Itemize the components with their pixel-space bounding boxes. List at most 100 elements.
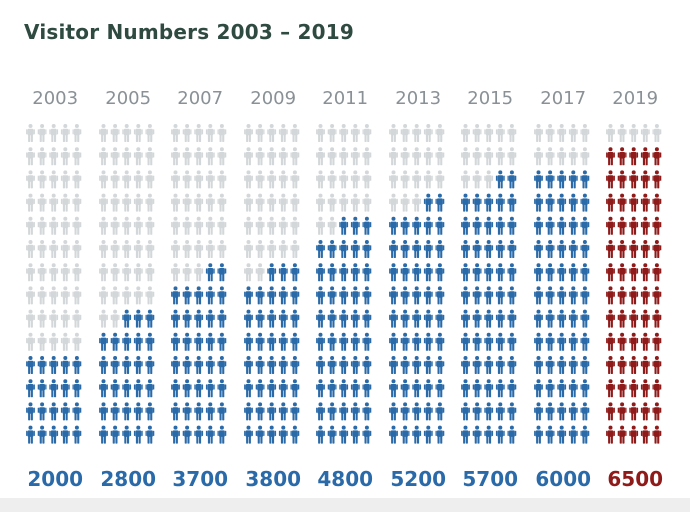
person-icon-2005-2 [122,124,132,142]
person-icon-2019-64 [652,402,662,421]
person-icon-2019-2 [629,124,639,142]
person-icon-2011-24 [362,216,372,235]
person-icon-2005-61 [110,402,120,421]
person-icon-2003-14 [72,170,82,189]
person-icon-2019-67 [629,425,639,444]
person-icon-2003-68 [60,425,70,444]
person-icon-2005-25 [99,240,108,258]
person-icon-2005-44 [145,309,155,328]
person-icon-2005-26 [110,240,120,258]
person-icon-2017-45 [534,332,543,351]
person-icon-2013-61 [400,402,410,421]
person-icon-2003-26 [37,240,47,258]
person-icon-2015-48 [495,332,505,351]
person-icon-2019-50 [606,356,615,374]
person-icon-2009-33 [278,263,288,282]
person-icon-2019-46 [617,332,627,351]
person-icon-2017-56 [545,379,555,398]
person-icon-2019-68 [640,425,650,444]
person-icon-2005-30 [99,263,108,282]
person-icon-2015-65 [461,425,470,444]
person-icon-2011-56 [327,379,337,398]
person-icon-2009-44 [290,309,300,328]
person-icon-2017-4 [580,124,590,142]
person-icon-2015-57 [484,379,494,398]
person-icon-2017-68 [568,425,578,444]
person-icon-2009-23 [278,216,288,235]
person-icon-2003-31 [37,263,47,282]
person-icon-2009-34 [290,263,300,282]
person-icon-2019-26 [617,240,627,258]
person-icon-2009-25 [244,240,253,258]
person-icon-2019-27 [629,240,639,258]
person-icon-2005-29 [145,240,155,258]
person-icon-2007-36 [182,286,192,305]
value-label-2015: 5700 [462,467,518,491]
person-icon-2015-6 [472,147,482,166]
person-icon-2011-35 [316,286,325,305]
person-icon-2009-43 [278,309,288,328]
person-icon-2007-34 [217,263,227,282]
person-icon-2013-30 [389,263,398,282]
person-icon-2007-5 [171,147,180,166]
person-icon-2011-44 [362,309,372,328]
person-icon-2005-34 [145,263,155,282]
person-icon-2007-9 [217,147,227,166]
person-icon-2009-27 [267,240,277,258]
person-icon-2015-28 [495,240,505,258]
person-icon-2003-10 [26,170,35,189]
person-icon-2019-63 [640,402,650,421]
person-icon-2003-48 [60,332,70,351]
person-icon-2017-58 [568,379,578,398]
value-label-2005: 2800 [100,467,156,491]
person-icon-2017-33 [568,263,578,282]
person-icon-2009-61 [255,402,265,421]
person-icon-2019-13 [640,170,650,189]
person-icon-2009-42 [267,309,277,328]
person-icon-2019-53 [640,356,650,374]
person-icon-2007-38 [205,286,215,305]
person-icon-2007-63 [205,402,215,421]
person-icon-2017-19 [580,193,590,212]
person-icon-2013-31 [400,263,410,282]
person-icon-2013-39 [435,286,445,305]
person-icon-2015-38 [495,286,505,305]
person-icon-2011-66 [327,425,337,444]
person-icon-2007-59 [217,379,227,398]
person-icon-2007-43 [205,309,215,328]
person-icon-2003-11 [37,170,47,189]
person-icon-2019-14 [652,170,662,189]
person-icon-2005-15 [99,193,108,212]
person-icon-2007-7 [194,147,204,166]
person-icon-2019-29 [652,240,662,258]
person-icon-2009-13 [278,170,288,189]
person-icon-2013-41 [400,309,410,328]
person-icon-2003-37 [49,286,59,305]
person-icon-2005-31 [110,263,120,282]
person-icon-2003-64 [72,402,82,421]
person-icon-2009-68 [278,425,288,444]
person-icon-2013-5 [389,147,398,166]
person-icon-2015-18 [495,193,505,212]
person-icon-2019-23 [640,216,650,235]
person-icon-2005-28 [133,240,143,258]
person-icon-2011-12 [339,170,349,189]
person-icon-2017-20 [534,216,543,235]
person-icon-2015-52 [484,356,494,374]
person-icon-2011-64 [362,402,372,421]
person-icon-2017-18 [568,193,578,212]
person-icon-2017-2 [557,124,567,142]
person-icon-2005-7 [122,147,132,166]
year-label-2011: 2011 [322,88,368,109]
person-icon-2013-28 [423,240,433,258]
person-icon-2007-33 [205,263,215,282]
person-icon-2015-7 [484,147,494,166]
person-icon-2005-14 [145,170,155,189]
person-icon-2017-27 [557,240,567,258]
person-icon-2007-16 [182,193,192,212]
person-icon-2013-4 [435,124,445,142]
person-icon-2005-27 [122,240,132,258]
person-icon-2019-58 [640,379,650,398]
person-icon-2015-45 [461,332,470,351]
value-label-2003: 2000 [27,467,83,491]
